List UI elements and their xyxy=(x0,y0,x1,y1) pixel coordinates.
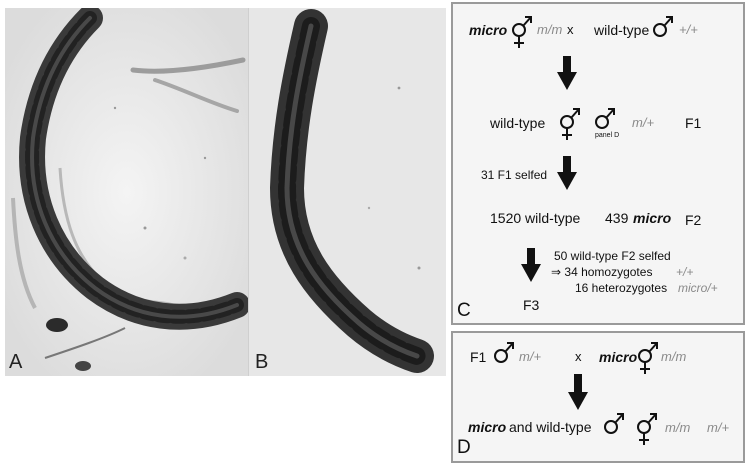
f2-generation-label: F2 xyxy=(685,212,702,228)
panel-b-letter: B xyxy=(255,351,269,373)
hermaphrodite-icon xyxy=(560,108,580,140)
d-f1-genotype: m/+ xyxy=(519,349,542,364)
worm-image-b xyxy=(249,8,446,376)
panel-d-letter: D xyxy=(457,437,471,458)
cross-micro-genotype: m/m xyxy=(537,22,563,37)
cross-wildtype-genotype: +/+ xyxy=(679,22,698,37)
down-arrow-icon xyxy=(568,374,588,410)
f1-generation-label: F1 xyxy=(685,115,702,131)
d-result-micro: micro xyxy=(468,419,507,435)
panel-c-letter: C xyxy=(457,300,471,321)
f2-selfed-note: 50 wild-type F2 selfed xyxy=(554,249,671,263)
f2-wildtype-count: 1520 wild-type xyxy=(490,210,581,226)
panel-a-letter: A xyxy=(9,351,23,373)
d-result-genotype-2: m/+ xyxy=(707,420,730,435)
cross-micro-label: micro xyxy=(469,22,508,38)
hermaphrodite-icon xyxy=(637,413,657,445)
heterozygote-genotype: micro/+ xyxy=(678,281,718,295)
d-f1-label: F1 xyxy=(470,349,487,365)
male-icon xyxy=(494,342,514,363)
micrograph-panel-b: B xyxy=(248,8,446,376)
d-micro-label: micro xyxy=(599,349,638,365)
micrograph-panel-a: A xyxy=(5,8,248,376)
down-arrow-icon xyxy=(557,56,577,90)
f2-micro-word: micro xyxy=(633,210,672,226)
male-icon xyxy=(595,108,615,129)
heterozygote-text: 16 heterozygotes xyxy=(575,281,668,295)
panel-c-cross-scheme: micro m/m x wild-type +/+ wild-type pane… xyxy=(451,2,745,325)
f3-generation-label: F3 xyxy=(523,297,540,313)
f1-small-note: panel D xyxy=(595,132,620,139)
hermaphrodite-icon xyxy=(512,16,532,48)
f1-phenotype-label: wild-type xyxy=(490,115,546,131)
d-micro-genotype: m/m xyxy=(661,349,687,364)
worm-image-a xyxy=(5,8,248,376)
male-icon xyxy=(653,16,673,37)
d-result-and-wildtype: and wild-type xyxy=(509,419,592,435)
panel-d-backcross-scheme: F1 m/+ x micro m/m micro and wild-type m… xyxy=(451,331,745,463)
down-arrow-icon xyxy=(557,156,577,190)
hermaphrodite-icon xyxy=(638,342,658,374)
cross-x-label: x xyxy=(567,22,574,37)
down-arrow-icon xyxy=(521,248,541,282)
homozygote-text: ⇒ 34 homozygotes xyxy=(551,265,653,279)
male-icon xyxy=(604,413,624,434)
homozygote-genotype: +/+ xyxy=(676,265,694,279)
f1-selfed-note: 31 F1 selfed xyxy=(481,168,548,182)
d-result-genotype-1: m/m xyxy=(665,420,691,435)
f1-genotype: m/+ xyxy=(632,115,655,130)
cross-wildtype-label: wild-type xyxy=(594,22,650,38)
f2-micro-count: 439 xyxy=(605,210,629,226)
d-cross-x: x xyxy=(575,349,582,364)
